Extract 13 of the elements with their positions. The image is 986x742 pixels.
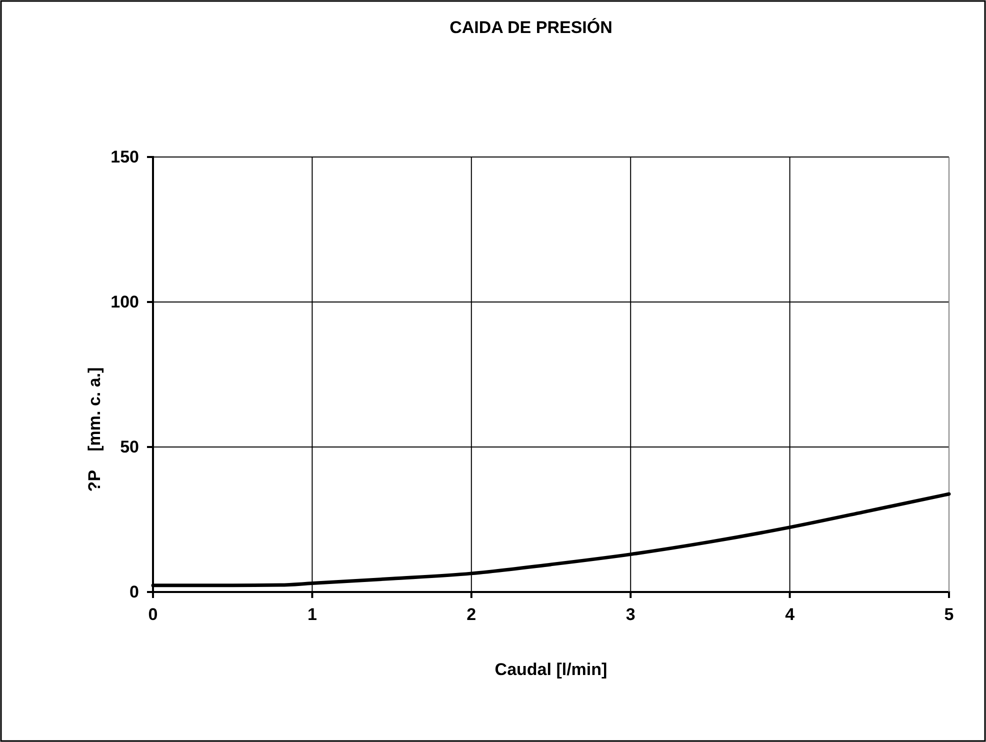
y-tick-label: 100 xyxy=(110,292,139,312)
y-tick-label: 150 xyxy=(110,147,139,166)
y-axis-title: ?P [mm. c. a.] xyxy=(85,367,104,492)
x-tick-label: 4 xyxy=(785,605,796,624)
y-tick-label: 50 xyxy=(120,437,139,456)
x-tick-label: 2 xyxy=(466,605,476,624)
y-tick-label: 0 xyxy=(130,582,139,602)
x-tick-label: 3 xyxy=(626,605,636,624)
chart-title: CAIDA DE PRESIÓN xyxy=(450,17,612,37)
x-tick-label: 1 xyxy=(307,605,317,624)
x-tick-label: 5 xyxy=(944,605,954,624)
x-axis-title: Caudal [l/min] xyxy=(494,660,608,679)
x-tick-label: 0 xyxy=(148,605,158,624)
